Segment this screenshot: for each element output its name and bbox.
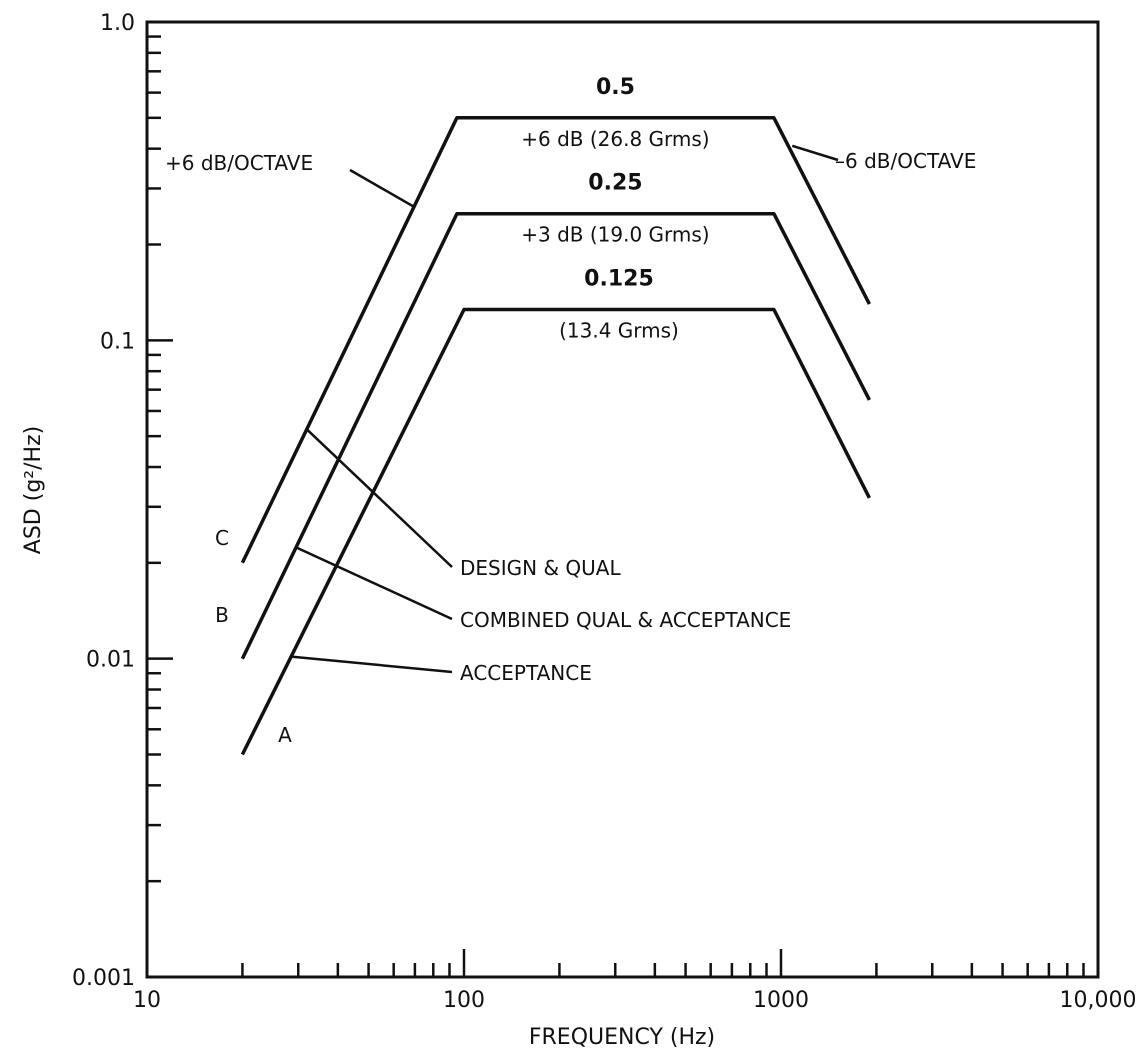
level-value-label: 0.125 [584,266,654,291]
curve-letter: B [215,603,229,627]
series-leader-line [305,428,453,568]
rising-slope-label: +6 dB/OCTAVE [165,151,313,175]
series-line [240,211,871,660]
curve-letter: A [278,723,292,747]
series-lines [240,116,871,756]
x-tick-label: 1000 [753,988,809,1013]
curve-letter: C [215,526,229,550]
series-leader-line [291,655,453,674]
x-tick-label: 100 [443,988,485,1013]
x-axis-label: FREQUENCY (Hz) [529,1025,715,1050]
y-tick-label: 1.0 [100,11,135,36]
series-leader-line [295,546,453,621]
plot-frame [145,20,1100,979]
x-tick-label: 10,000 [1060,988,1137,1013]
level-value-label: 0.25 [588,171,642,196]
falling-slope-label: –6 dB/OCTAVE [835,149,976,173]
falling-slope-leader [791,144,839,162]
x-tick-label: 10 [133,988,161,1013]
axis-ticks [147,35,1085,977]
level-value-label: 0.5 [596,75,635,100]
series-name-label: COMBINED QUAL & ACCEPTANCE [460,608,791,632]
level-note-label: +6 dB (26.8 Grms) [521,127,709,151]
rising-slope-leader [349,168,415,208]
y-tick-label: 0.001 [72,966,135,991]
y-tick-label: 0.1 [100,329,135,354]
tick-labels: 10 100 1000 10,000 1.0 0.1 0.01 0.001 [72,11,1136,1013]
series-line [240,116,871,564]
annotations: C 0.5 +6 dB (26.8 Grms) DESIGN & QUAL B 0.25 +… [165,75,976,747]
series-line [240,307,871,756]
level-note-label: +3 dB (19.0 Grms) [521,223,709,247]
level-note-label: (13.4 Grms) [559,318,679,342]
y-axis-label: ASD (g²/Hz) [21,426,46,554]
series-name-label: ACCEPTANCE [460,661,592,685]
series-name-label: DESIGN & QUAL [460,556,621,580]
y-tick-label: 0.01 [86,648,135,673]
